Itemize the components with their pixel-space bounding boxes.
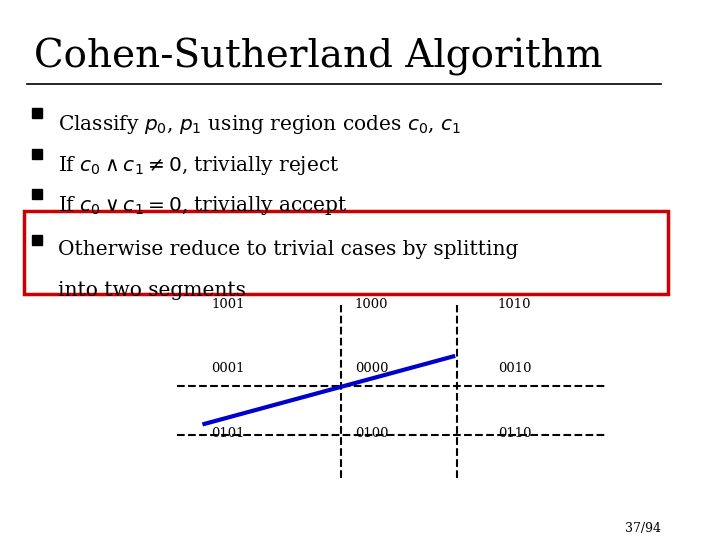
Text: 1001: 1001 xyxy=(212,298,245,310)
Text: Otherwise reduce to trivial cases by splitting: Otherwise reduce to trivial cases by spl… xyxy=(58,240,518,259)
Text: 1000: 1000 xyxy=(355,298,388,310)
Text: If $c_0 \wedge c_1 \neq 0$, trivially reject: If $c_0 \wedge c_1 \neq 0$, trivially re… xyxy=(58,154,339,177)
Text: 0000: 0000 xyxy=(355,362,388,375)
Text: 0001: 0001 xyxy=(212,362,245,375)
Text: 0010: 0010 xyxy=(498,362,531,375)
Text: 1010: 1010 xyxy=(498,298,531,310)
Text: Cohen-Sutherland Algorithm: Cohen-Sutherland Algorithm xyxy=(34,38,603,76)
Text: Classify $p_0$, $p_1$ using region codes $c_0$, $c_1$: Classify $p_0$, $p_1$ using region codes… xyxy=(58,113,461,137)
Text: If $c_0 \vee c_1 = 0$, trivially accept: If $c_0 \vee c_1 = 0$, trivially accept xyxy=(58,194,348,218)
Text: into two segments: into two segments xyxy=(58,281,246,300)
Text: 0101: 0101 xyxy=(212,427,245,440)
Text: 0110: 0110 xyxy=(498,427,531,440)
Text: 0100: 0100 xyxy=(355,427,388,440)
Text: 37/94: 37/94 xyxy=(625,522,661,535)
